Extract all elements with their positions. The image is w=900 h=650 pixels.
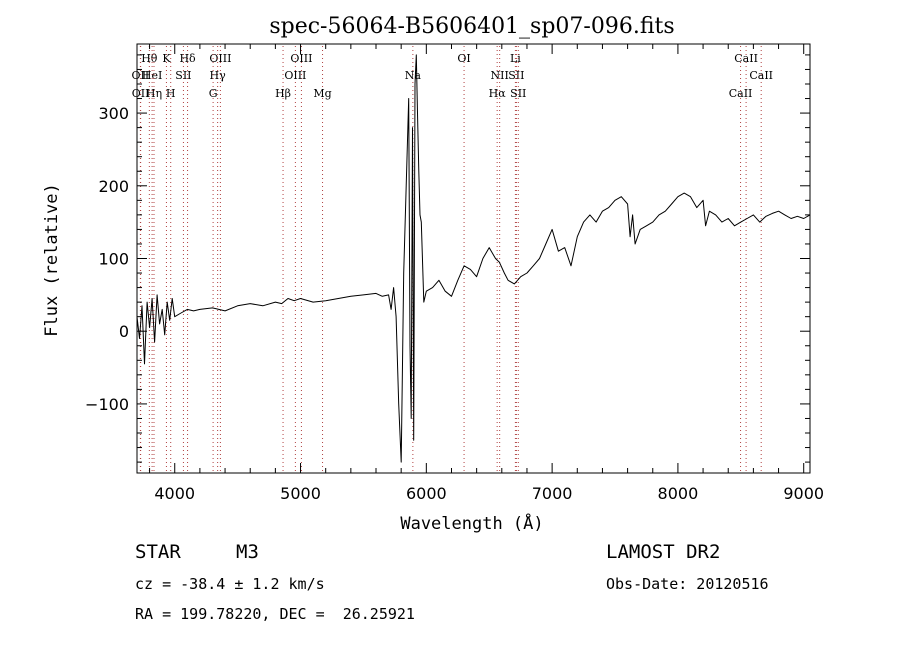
- y-tick-label: −100: [85, 395, 129, 414]
- marker-label-20: SII: [508, 69, 524, 82]
- marker-label-25: CaII: [729, 87, 753, 100]
- marker-label-13: OIII: [290, 52, 312, 65]
- y-axis-label: Flux (relative): [42, 183, 62, 337]
- marker-label-11: G: [209, 87, 218, 100]
- marker-label-12: Hβ: [275, 87, 291, 100]
- redshift-text: cz = -38.4 ± 1.2 km/s: [135, 575, 325, 593]
- x-tick-label: 8000: [658, 484, 699, 503]
- object-subclass: M3: [236, 541, 259, 563]
- series-line-0: [136, 54, 811, 463]
- marker-label-5: K: [162, 52, 171, 65]
- marker-label-8: Hδ: [179, 52, 196, 65]
- y-tick-label: 200: [98, 177, 129, 196]
- marker-label-18: Li: [510, 52, 521, 65]
- marker-label-0: Hθ: [141, 52, 158, 65]
- marker-label-10: Hγ: [210, 69, 227, 82]
- marker-label-24: CaII: [749, 69, 773, 82]
- survey-name: LAMOST DR2: [606, 541, 721, 563]
- marker-label-4: Hη: [146, 87, 162, 100]
- marker-label-15: Mg: [313, 87, 331, 100]
- marker-label-3: HeI: [142, 69, 162, 82]
- plot-frame: [136, 43, 811, 474]
- marker-label-9: OIII: [209, 52, 231, 65]
- marker-label-22: SII: [510, 87, 526, 100]
- marker-label-7: H: [166, 87, 176, 100]
- obs-date: Obs-Date: 20120516: [606, 575, 769, 593]
- object-type: STAR: [135, 541, 181, 563]
- y-tick-label: 100: [98, 250, 129, 269]
- marker-label-1: OII: [132, 69, 150, 82]
- y-tick-label: 300: [98, 104, 129, 123]
- marker-label-6: SII: [175, 69, 191, 82]
- marker-label-17: OI: [457, 52, 470, 65]
- axes: 4000 5000 6000 7000 8000 9000 −100 0 100 200 300: [85, 44, 824, 503]
- chart-title: spec-56064-B5606401_sp07-096.fits: [269, 14, 674, 39]
- x-tick-label: 9000: [783, 484, 824, 503]
- x-tick-label: 4000: [154, 484, 195, 503]
- marker-label-19: NII: [491, 69, 509, 82]
- coordinates: RA = 199.78220, DEC = 26.25921: [135, 605, 415, 623]
- marker-label-23: CaII: [734, 52, 758, 65]
- x-tick-label: 7000: [532, 484, 573, 503]
- y-tick-label: 0: [119, 322, 129, 341]
- spectrum-series: [136, 54, 811, 463]
- x-axis-label: Wavelength (Å): [400, 512, 543, 534]
- marker-label-21: Hα: [489, 87, 507, 100]
- marker-label-2: OII: [132, 87, 150, 100]
- marker-label-14: OIII: [284, 69, 306, 82]
- x-tick-label: 5000: [280, 484, 321, 503]
- marker-label-16: Na: [405, 69, 422, 82]
- x-tick-label: 6000: [406, 484, 447, 503]
